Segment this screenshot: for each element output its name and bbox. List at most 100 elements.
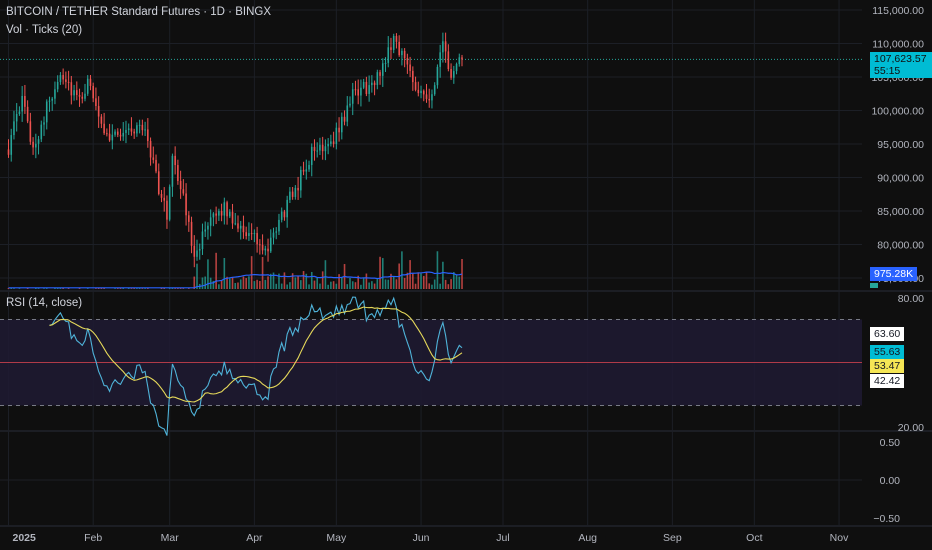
- volume-bar: [138, 287, 141, 289]
- candle-body: [256, 233, 258, 245]
- volume-bars: [7, 251, 463, 289]
- candle-body: [193, 245, 196, 257]
- volume-bar: [324, 260, 327, 289]
- volume-bar: [310, 271, 313, 289]
- candle-body: [43, 122, 45, 125]
- rsi-ma-badge: 53.47: [870, 359, 905, 373]
- volume-bar: [414, 283, 417, 289]
- candle-body: [116, 131, 119, 135]
- volume-bar: [245, 278, 247, 289]
- candle-body: [316, 150, 319, 152]
- candle-body: [313, 146, 316, 152]
- candle-body: [392, 35, 395, 50]
- volume-bar: [37, 288, 40, 289]
- price-axis[interactable]: 115,000.00110,000.00105,000.00100,000.00…: [871, 5, 924, 525]
- volume-bar: [351, 281, 354, 289]
- candle-body: [414, 82, 417, 90]
- volume-bar: [188, 288, 190, 289]
- volume-bar: [67, 288, 70, 289]
- candle-body: [422, 90, 425, 95]
- volume-bar: [250, 256, 253, 289]
- bar-countdown: 55:15: [874, 65, 901, 77]
- time-tick-label: Sep: [663, 532, 682, 544]
- volume-bar: [308, 284, 310, 289]
- symbol-title[interactable]: BITCOIN / TETHER Standard Futures · 1D ·…: [6, 6, 271, 18]
- volume-bar: [136, 288, 138, 289]
- candle-body: [190, 221, 193, 246]
- volume-bar: [220, 280, 223, 289]
- candle-body: [349, 103, 351, 106]
- candle-body: [461, 57, 463, 60]
- volume-bar: [302, 271, 305, 289]
- volume-bar: [100, 288, 103, 289]
- candle-body: [269, 237, 272, 252]
- volume-secondary-badge: [870, 283, 878, 288]
- volume-bar: [461, 258, 463, 289]
- grid-lines: [0, 0, 932, 527]
- volume-bar: [201, 277, 204, 289]
- volume-bar: [223, 257, 226, 289]
- price-tick-label: 100,000.00: [871, 106, 924, 118]
- volume-bar: [379, 256, 381, 289]
- candle-body: [35, 143, 37, 148]
- volume-bar: [196, 263, 198, 289]
- rsi-line: [49, 296, 463, 436]
- volume-bar: [95, 288, 97, 289]
- candle-body: [447, 51, 450, 69]
- volume-bar: [455, 274, 458, 289]
- candle-body: [7, 149, 10, 155]
- volume-bar: [119, 287, 122, 289]
- candle-body: [21, 96, 23, 112]
- volume-bar: [294, 277, 297, 289]
- candle-body: [10, 135, 13, 155]
- candlestick-series: [7, 32, 463, 268]
- candle-body: [420, 90, 422, 94]
- candle-body: [207, 225, 209, 230]
- candle-body: [73, 90, 75, 96]
- candle-body: [368, 85, 370, 94]
- oscillator-tick-label: −0.50: [873, 513, 900, 525]
- rsi-indicator-label[interactable]: RSI (14, close): [6, 297, 83, 309]
- volume-bar: [26, 287, 29, 289]
- candle-body: [26, 106, 29, 122]
- volume-bar: [272, 272, 275, 289]
- volume-bar: [390, 273, 392, 289]
- candle-body: [40, 124, 43, 140]
- volume-bar: [256, 279, 258, 289]
- candle-body: [305, 169, 308, 172]
- volume-bar: [122, 287, 125, 289]
- candle-body: [300, 169, 302, 191]
- volume-bar: [439, 283, 441, 289]
- candle-body: [204, 229, 207, 232]
- candle-body: [398, 41, 400, 56]
- rsi-value-badge: 55.63: [870, 345, 905, 359]
- candle-body: [48, 100, 51, 102]
- time-axis[interactable]: 2025 Feb Mar Apr May Jun Jul Aug Sep Oct Nov: [13, 532, 850, 544]
- volume-bar: [291, 273, 294, 289]
- candle-body: [272, 232, 275, 238]
- candle-body: [250, 233, 253, 235]
- candle-body: [321, 144, 324, 152]
- volume-bar: [365, 273, 368, 289]
- candle-body: [248, 233, 250, 237]
- candle-body: [297, 187, 299, 191]
- candle-body: [365, 81, 368, 94]
- volume-bar: [417, 272, 420, 289]
- candle-body: [264, 248, 267, 251]
- candle-body: [95, 98, 97, 107]
- volume-bar: [384, 279, 387, 289]
- volume-bar: [313, 280, 316, 289]
- volume-bar: [433, 279, 436, 289]
- candle-body: [24, 96, 26, 107]
- rsi-band: [0, 319, 862, 406]
- volume-indicator-label[interactable]: Vol · Ticks (20): [6, 24, 83, 36]
- candle-body: [401, 50, 403, 56]
- candle-body: [417, 89, 420, 94]
- volume-bar: [267, 276, 269, 289]
- candle-body: [439, 52, 441, 67]
- volume-bar: [204, 276, 207, 289]
- candle-body: [127, 128, 130, 130]
- candle-body: [381, 63, 384, 76]
- candle-body: [119, 134, 122, 137]
